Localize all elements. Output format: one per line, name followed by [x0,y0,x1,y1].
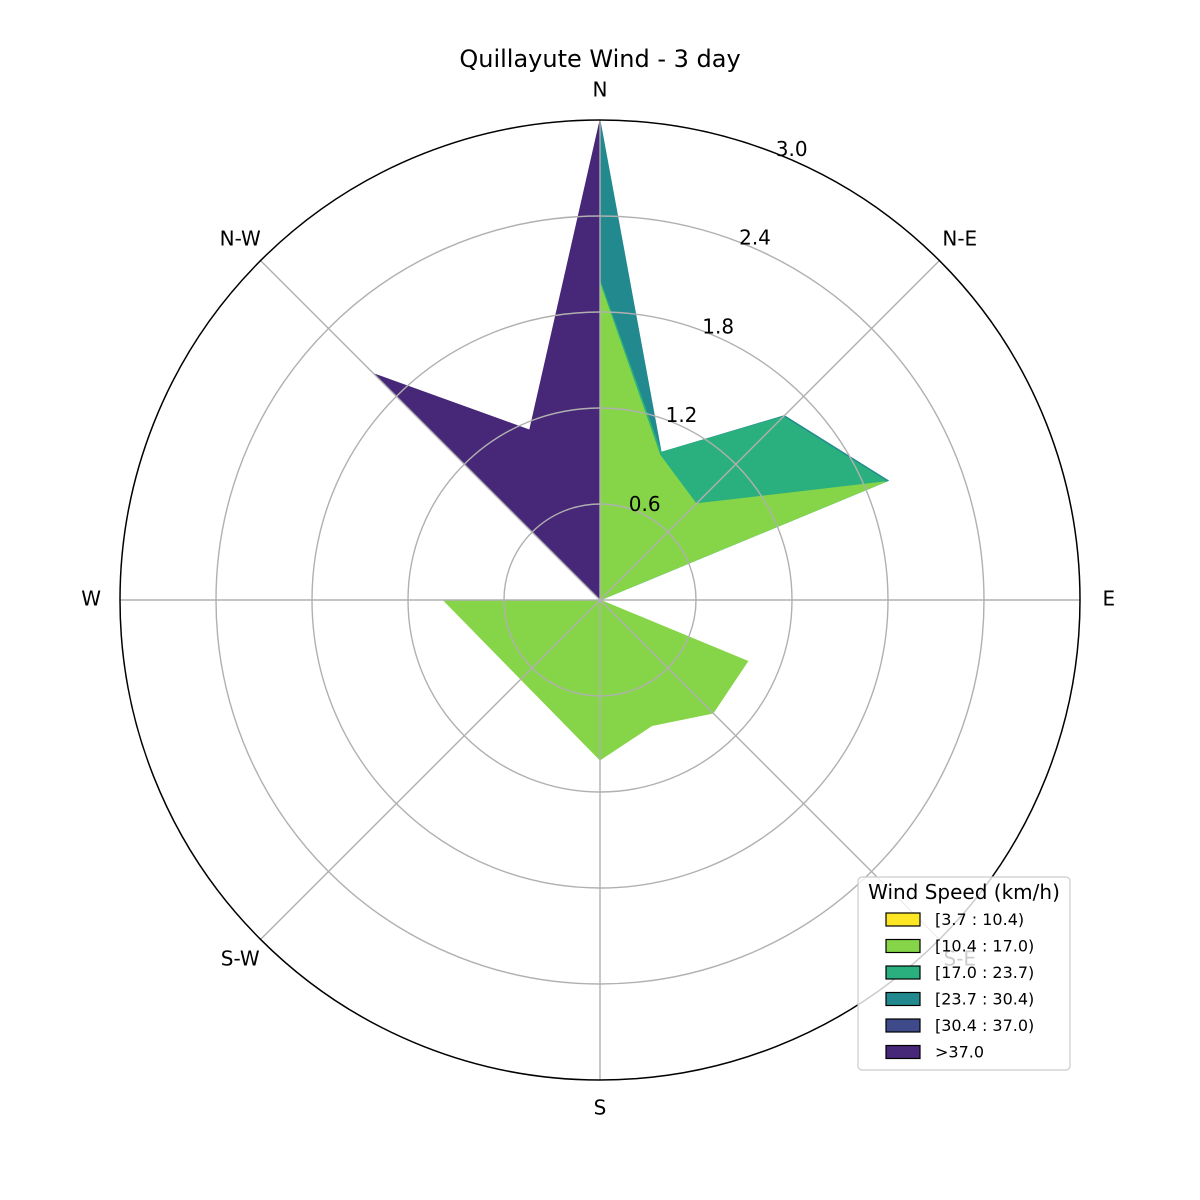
direction-label-n-w: N-W [220,227,261,251]
wind-series-37-0 [373,119,613,601]
legend-title: Wind Speed (km/h) [868,880,1060,904]
grid-spoke [260,260,601,601]
direction-label-e: E [1102,587,1115,611]
legend-label: >37.0 [935,1043,984,1062]
outer-frame [119,119,1081,1081]
direction-label-s: S [594,1095,607,1119]
chart-title: Quillayute Wind - 3 day [459,45,740,73]
direction-label-s-w: S-W [221,946,260,970]
wind-series-10-4-17-0 [442,283,886,761]
direction-label-n: N [593,78,608,102]
legend-swatch [885,965,921,980]
radial-tick-label: 2.4 [739,226,771,250]
legend-swatch [885,912,921,927]
direction-label-n-e: N-E [942,227,977,251]
legend-swatch [885,1044,921,1060]
radial-tick-label: 1.2 [666,403,698,427]
radial-tick-labels: 0.6 1.2 1.8 2.4 3.0 [629,137,808,516]
legend: Wind Speed (km/h) [3.7 : 10.4) [10.4 : 17… [857,876,1071,1071]
direction-label-w: W [81,587,101,611]
legend-label: [3.7 : 10.4) [935,910,1024,929]
radial-tick-label: 0.6 [629,492,661,516]
legend-label: [17.0 : 23.7) [935,963,1034,982]
legend-swatch [885,1018,921,1033]
legend-label: [23.7 : 30.4) [935,990,1034,1009]
grid-spoke [599,260,940,601]
wind-wedges [373,119,890,761]
legend-swatch [885,938,921,954]
grid-spoke [260,599,601,940]
radial-tick-label: 3.0 [776,137,808,161]
legend-label: [10.4 : 17.0) [935,937,1034,956]
legend-items: [3.7 : 10.4) [10.4 : 17.0) [17.0 : 23.7) [2… [885,910,1034,1062]
legend-label: [30.4 : 37.0) [935,1016,1034,1035]
radial-tick-label: 1.8 [702,314,734,338]
legend-swatch [885,991,921,1007]
